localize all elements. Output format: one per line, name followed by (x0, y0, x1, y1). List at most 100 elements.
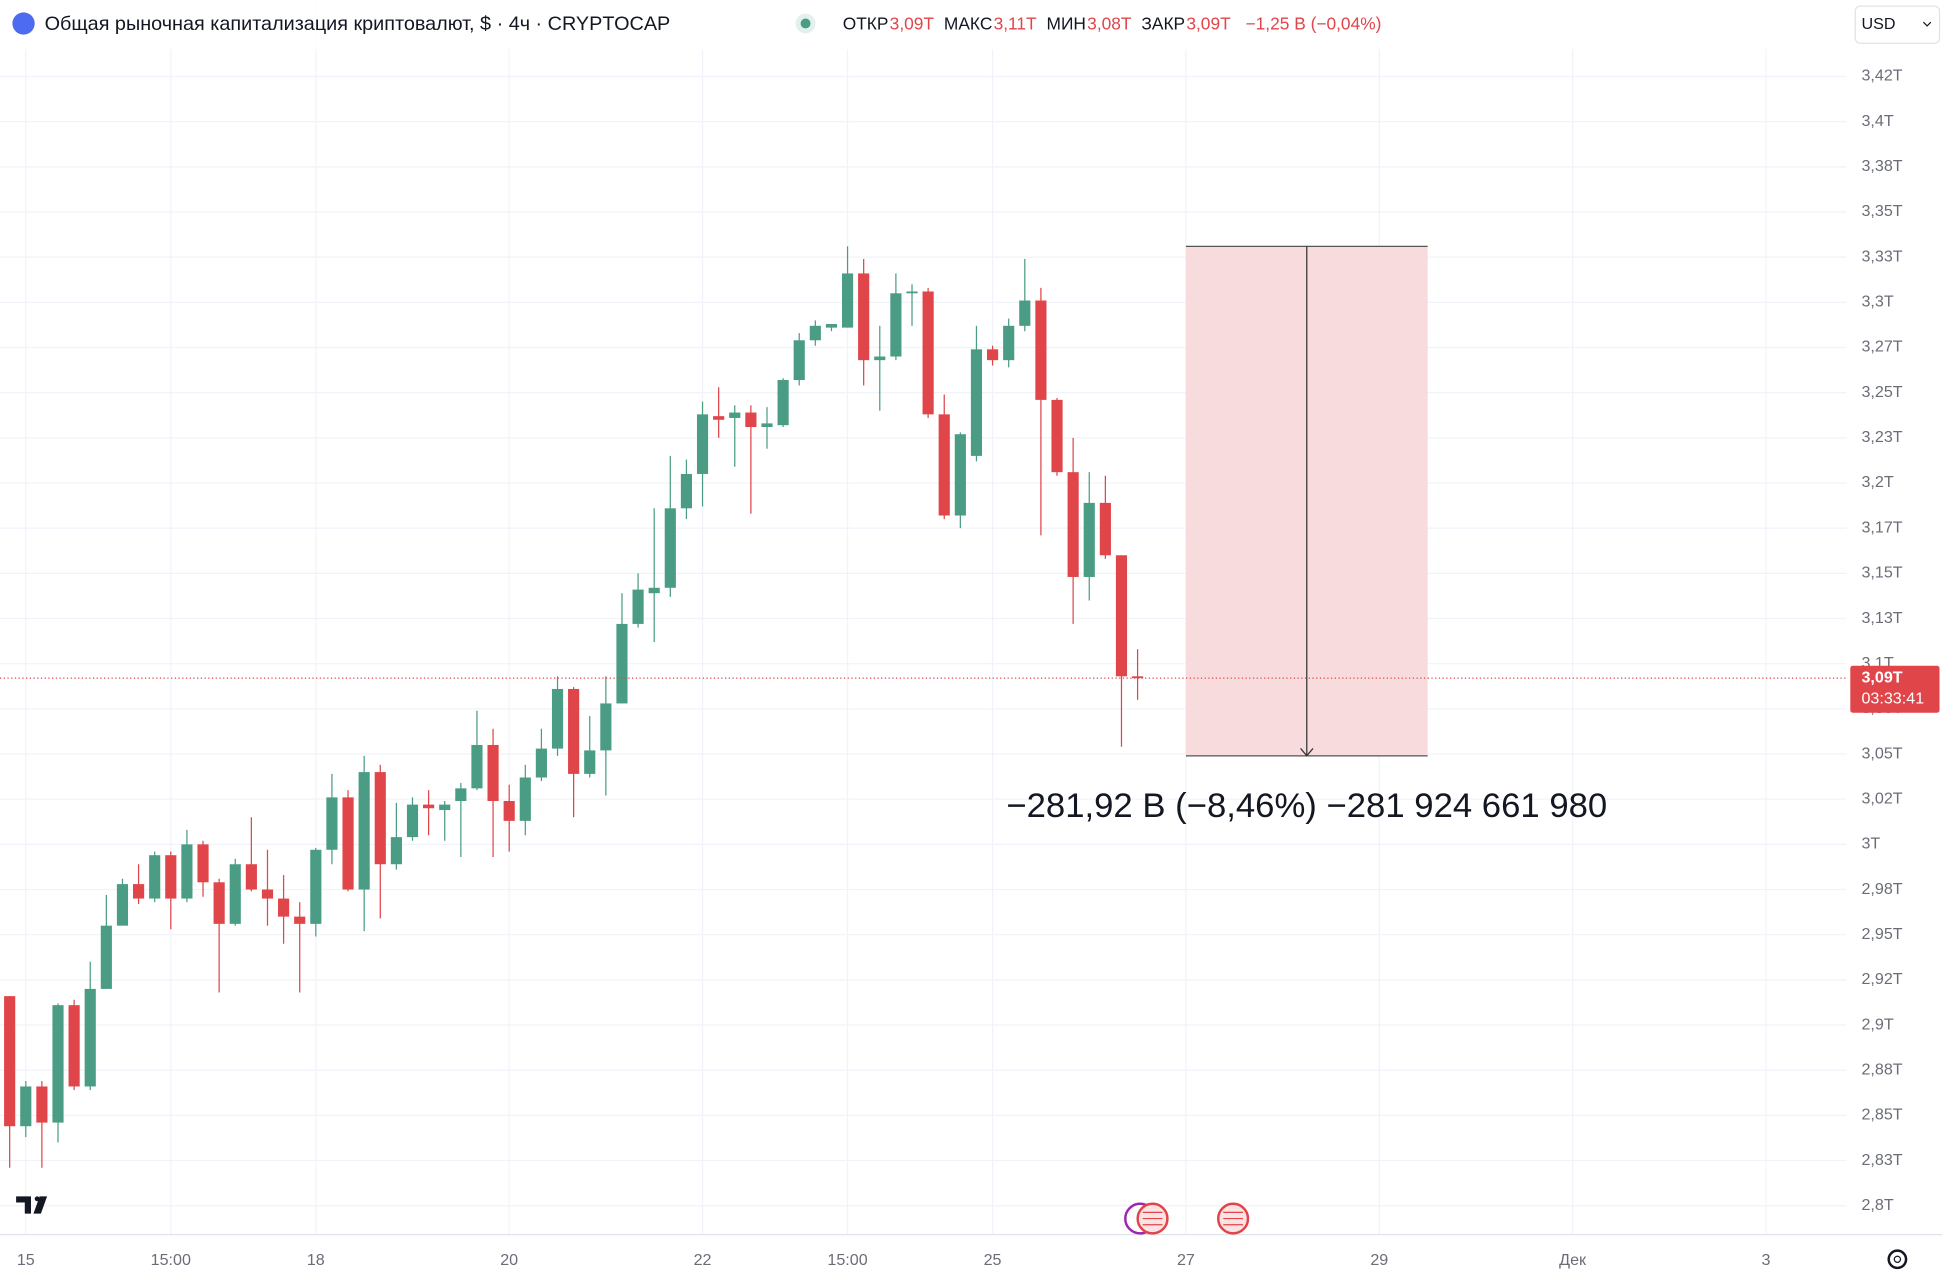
currency-button[interactable] (1854, 5, 1941, 44)
candle-body (1132, 676, 1144, 679)
header-bg (0, 0, 1847, 50)
y-tick-label: 2,98T (1861, 880, 1902, 898)
candle-body (20, 1086, 32, 1127)
candle-body (519, 777, 531, 821)
y-tick-label: 3,35T (1861, 202, 1902, 220)
candle-body (487, 744, 499, 801)
price-axis (1846, 0, 1942, 1284)
candle-body (503, 800, 515, 821)
y-tick-label: 3,17T (1861, 518, 1902, 536)
candle-body (600, 703, 612, 751)
candle-body (245, 864, 257, 890)
candle-body (390, 837, 402, 865)
candle-body (100, 925, 112, 989)
x-tick-label: Дек (1559, 1251, 1587, 1269)
x-tick-label: 15 (17, 1251, 35, 1269)
candle-body (648, 587, 660, 594)
candle-body (777, 380, 789, 426)
axes: 3,42T 3,4T 3,38T 3,35T 3,33T 3,3T 3,27T 3,25T 3,… (17, 67, 1940, 1269)
ohlc-high: 3,11T (994, 13, 1037, 33)
x-tick-label: 18 (307, 1251, 325, 1269)
candle-body (906, 291, 918, 294)
countdown: 03:33:41 (1861, 689, 1924, 707)
candle-body (874, 356, 886, 361)
candle-body (1003, 325, 1015, 361)
candle-body (294, 916, 306, 924)
candle-body (1115, 555, 1128, 677)
measure-arrowhead (1300, 748, 1314, 757)
ohlc-low: 3,08T (1087, 13, 1132, 33)
candle-body (745, 412, 757, 427)
candle-body (680, 473, 692, 509)
price-label-bg (1850, 665, 1940, 713)
candle-body (1067, 472, 1079, 577)
candle-body (310, 849, 322, 924)
candle-body (1099, 502, 1111, 556)
y-tick-label: 2,88T (1861, 1060, 1902, 1078)
event-icon[interactable] (1124, 1202, 1169, 1235)
candle-body (326, 797, 338, 850)
candle-body (825, 324, 838, 328)
grid (0, 0, 1847, 1235)
ohlc-close-label: ЗАКР (1141, 13, 1185, 33)
candle-body (165, 855, 177, 899)
candle-body (116, 884, 129, 926)
candle-body (584, 750, 596, 774)
tv-logo (16, 1196, 48, 1214)
currency[interactable]: USD (1861, 15, 1895, 33)
candle-body (551, 688, 564, 749)
y-tick-label: 3T (1861, 835, 1880, 853)
plot: −281,92 B (−8,46%) −281 924 661 980 (0, 245, 1847, 1168)
candle-body (535, 748, 547, 778)
title: Общая рыночная капитализация криптовалют… (45, 13, 671, 35)
x-tick-label: 20 (500, 1251, 518, 1269)
settings-icon[interactable] (1887, 1249, 1908, 1270)
candle-body (632, 589, 644, 624)
candle-body (132, 884, 145, 899)
candle-body (68, 1005, 80, 1087)
y-tick-label: 2,8T (1861, 1196, 1893, 1214)
ohlc-open-label: ОТКР (843, 13, 889, 33)
x-tick-label: 15:00 (827, 1251, 867, 1269)
candle-body (664, 508, 676, 588)
event-icon[interactable] (1217, 1202, 1250, 1235)
candle-body (1035, 300, 1047, 400)
candle-body (342, 797, 354, 890)
candle-body (406, 804, 419, 838)
candle-body (149, 855, 161, 899)
candle-body (84, 988, 96, 1087)
candle-body (713, 416, 725, 420)
candle-body (922, 291, 934, 415)
ohlc-change: −1,25 B (−0,04%) (1246, 13, 1382, 33)
y-tick-label: 3,23T (1861, 428, 1902, 446)
candle-body (229, 864, 241, 924)
x-tick-label: 29 (1370, 1251, 1388, 1269)
candle-body (4, 996, 16, 1127)
x-tick-label: 15:00 (151, 1251, 191, 1269)
candle-body (213, 882, 225, 924)
candle-body (616, 623, 628, 704)
ohlc-low-label: МИН (1047, 13, 1086, 33)
candle-body (1083, 502, 1095, 577)
symbol-icon (12, 12, 35, 35)
ohlc-open: 3,09T (890, 13, 935, 33)
y-tick-label: 3,33T (1861, 247, 1902, 265)
candle-body (181, 844, 193, 899)
candle-body (471, 744, 483, 789)
y-tick-label: 3,42T (1861, 67, 1902, 85)
x-tick-label: 3 (1762, 1251, 1771, 1269)
candle-body (986, 349, 999, 361)
candle-body (358, 772, 370, 890)
candle-body (841, 273, 854, 328)
measure-label: −281,92 B (−8,46%) −281 924 661 980 (1006, 787, 1607, 825)
candle-body (696, 414, 709, 474)
y-tick-label: 3,3T (1861, 293, 1893, 311)
candle-body (938, 414, 950, 516)
y-tick-label: 2,9T (1861, 1015, 1893, 1033)
candle-body (793, 340, 805, 381)
y-tick-label: 3,13T (1861, 609, 1902, 627)
candle-body (954, 434, 966, 516)
candle-body (455, 788, 467, 801)
candle-body (1019, 300, 1031, 326)
